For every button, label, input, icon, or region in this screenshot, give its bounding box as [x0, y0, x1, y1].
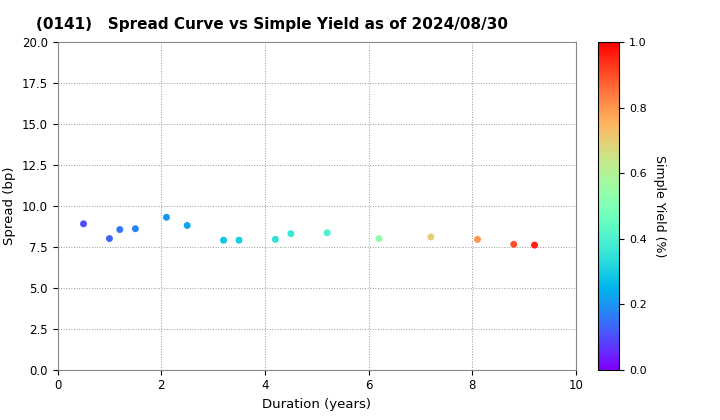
Point	[181, 222, 193, 229]
Y-axis label: Spread (bp): Spread (bp)	[3, 167, 16, 245]
Point	[373, 235, 384, 242]
Point	[285, 230, 297, 237]
Point	[269, 236, 281, 243]
Point	[114, 226, 125, 233]
Point	[321, 229, 333, 236]
Y-axis label: Simple Yield (%): Simple Yield (%)	[653, 155, 666, 257]
Point	[161, 214, 172, 220]
Point	[233, 237, 245, 244]
Point	[104, 235, 115, 242]
Point	[130, 226, 141, 232]
Point	[528, 242, 540, 249]
Point	[472, 236, 483, 243]
Point	[217, 237, 229, 244]
X-axis label: Duration (years): Duration (years)	[262, 398, 372, 411]
Text: (0141)   Spread Curve vs Simple Yield as of 2024/08/30: (0141) Spread Curve vs Simple Yield as o…	[36, 17, 508, 32]
Point	[78, 220, 89, 227]
Point	[508, 241, 520, 248]
Point	[425, 234, 436, 240]
